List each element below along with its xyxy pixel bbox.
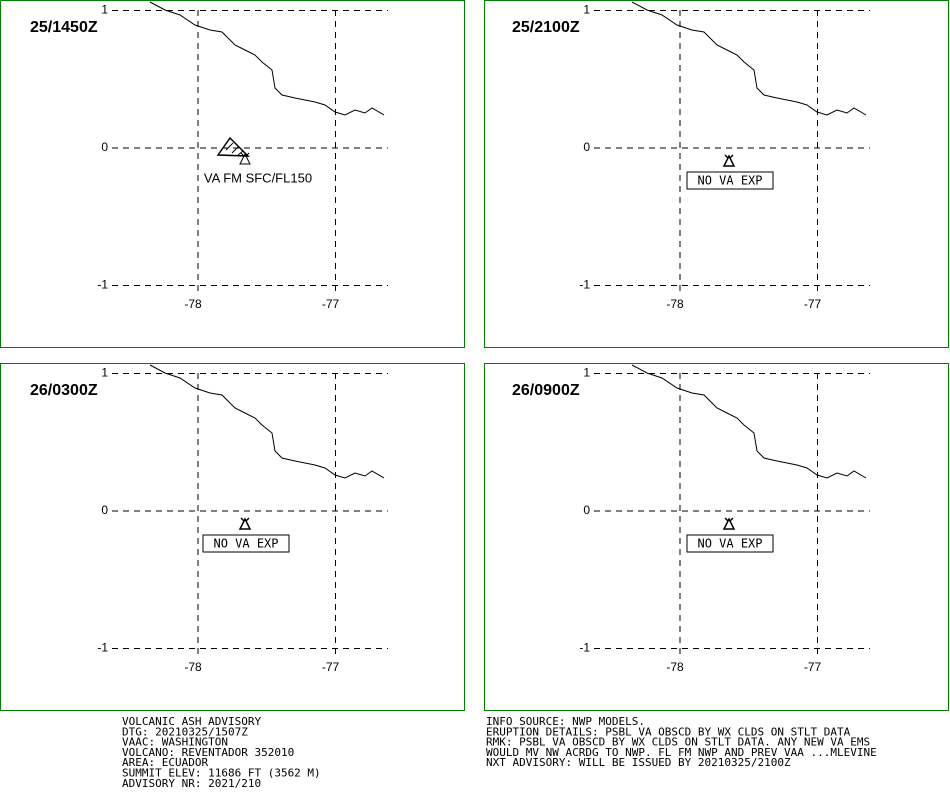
- y-tick-label: -1: [97, 278, 108, 292]
- advisory-line: VOLCANIC ASH ADVISORY: [122, 715, 261, 728]
- label-box: [202, 534, 290, 553]
- advisory-line: WOULD MV NW ACRDG TO NWP. FL FM NWP AND …: [486, 746, 877, 759]
- x-tick-label: -78: [184, 660, 202, 674]
- no-ash-label: NO VA EXP: [213, 537, 278, 551]
- y-tick-label: 0: [101, 140, 108, 154]
- panel-frame: [0, 363, 465, 711]
- volcano-icon: [722, 517, 736, 530]
- y-tick-label: 1: [583, 366, 590, 380]
- panel-frame: [484, 0, 949, 348]
- panel-time: 26/0900Z: [512, 382, 580, 399]
- ash-label: VA FM SFC/FL150: [204, 170, 312, 185]
- x-tick-label: -77: [804, 660, 822, 674]
- label-box: [686, 534, 774, 553]
- x-tick-label: -78: [666, 660, 684, 674]
- panel: -78 -77 1 0 -1 25/2100Z NO VA EXP: [484, 0, 949, 348]
- panel-time: 25/2100Z: [512, 19, 580, 36]
- ash-hatch: [225, 142, 244, 156]
- y-tick-label: 0: [583, 503, 590, 517]
- advisory-line: DTG: 20210325/1507Z: [122, 725, 248, 738]
- x-tick-label: -78: [184, 297, 202, 311]
- advisory-line: NXT ADVISORY: WILL BE ISSUED BY 20210325…: [486, 756, 791, 769]
- x-tick-label: -77: [322, 297, 340, 311]
- advisory-line: ADVISORY NR: 2021/210: [122, 777, 261, 790]
- advisory-line: VAAC: WASHINGTON: [122, 736, 228, 749]
- volcano-icon: [239, 152, 251, 165]
- no-ash-label: NO VA EXP: [697, 174, 762, 188]
- coastline: [149, 364, 385, 479]
- y-tick-label: 1: [101, 366, 108, 380]
- coastline: [149, 1, 385, 116]
- y-tick-label: 1: [583, 3, 590, 17]
- label-box: [686, 171, 774, 190]
- coastline: [631, 1, 867, 116]
- panel: -78 -77 1 0 -1 26/0900Z NO VA EXP: [484, 363, 949, 711]
- advisory-line: SUMMIT ELEV: 11686 FT (3562 M): [122, 767, 321, 780]
- advisory-line: ERUPTION DETAILS: PSBL VA OBSCD BY WX CL…: [486, 725, 851, 738]
- advisory-line: VOLCANO: REVENTADOR 352010: [122, 746, 294, 759]
- panel-frame: [484, 363, 949, 711]
- volcano-icon: [238, 517, 252, 530]
- panel: -78 -77 1 0 -1 25/1450Z VA FM SFC/FL150: [0, 0, 465, 348]
- y-tick-label: -1: [579, 641, 590, 655]
- ash-area: [216, 136, 250, 157]
- x-tick-label: -77: [804, 297, 822, 311]
- advisory-line: AREA: ECUADOR: [122, 756, 208, 769]
- advisory-line: RMK: PSBL VA OBSCD BY WX CLDS ON STLT DA…: [486, 736, 870, 749]
- y-tick-label: -1: [97, 641, 108, 655]
- volcano-icon: [722, 154, 736, 167]
- panel-time: 26/0300Z: [30, 382, 98, 399]
- y-tick-label: -1: [579, 278, 590, 292]
- panel: -78 -77 1 0 -1 26/0300Z NO VA EXP: [0, 363, 465, 711]
- x-tick-label: -77: [322, 660, 340, 674]
- coastline: [631, 364, 867, 479]
- panel-frame: [0, 0, 465, 348]
- y-tick-label: 0: [583, 140, 590, 154]
- y-tick-label: 0: [101, 503, 108, 517]
- panel-time: 25/1450Z: [30, 19, 98, 36]
- x-tick-label: -78: [666, 297, 684, 311]
- advisory-line: INFO SOURCE: NWP MODELS.: [486, 715, 645, 728]
- no-ash-label: NO VA EXP: [697, 537, 762, 551]
- y-tick-label: 1: [101, 3, 108, 17]
